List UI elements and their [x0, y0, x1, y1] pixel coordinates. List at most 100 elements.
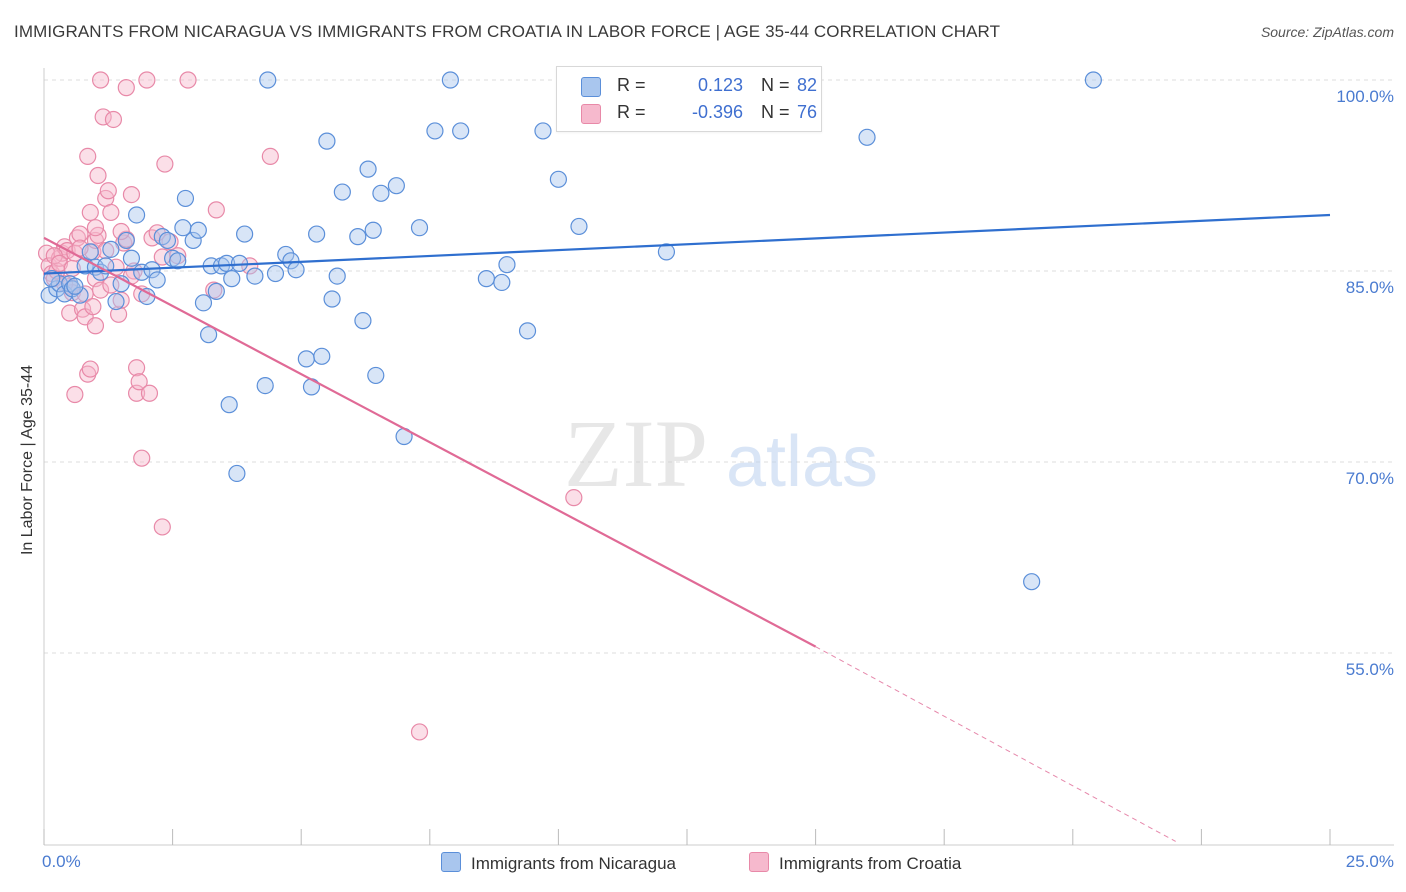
nicaragua-point [372, 184, 390, 202]
croatia-swatch [581, 104, 601, 124]
croatia-point [261, 147, 279, 165]
nicaragua-point [246, 267, 264, 285]
croatia-point [127, 359, 146, 377]
nicaragua-point [410, 219, 429, 237]
croatia-point [50, 254, 69, 272]
nicaragua-point [313, 347, 331, 365]
croatia-point [140, 384, 159, 402]
croatia-point [133, 449, 151, 467]
nicaragua-point [200, 326, 218, 344]
nicaragua-point [441, 71, 459, 89]
nicaragua-point [218, 254, 236, 272]
croatia-trend-extension [815, 646, 1176, 842]
nicaragua-point [302, 378, 321, 396]
nicaragua-point [148, 271, 166, 289]
croatia-point [109, 305, 128, 323]
nicaragua-point [228, 464, 246, 483]
nicaragua-point [493, 273, 511, 292]
nicaragua-point [220, 396, 238, 414]
croatia-point [122, 186, 141, 204]
nicaragua-point [452, 122, 470, 140]
nicaragua-point [169, 252, 187, 270]
croatia-point [130, 373, 148, 391]
croatia-point [84, 298, 102, 316]
nicaragua-point [81, 243, 99, 261]
nicaragua-point [189, 221, 207, 239]
croatia-point [104, 110, 123, 129]
croatia-point [102, 203, 120, 222]
r-value: 0.123 [697, 75, 743, 95]
croatia-point [86, 317, 105, 335]
nicaragua-point [318, 132, 336, 150]
nicaragua-point [328, 267, 346, 285]
nicaragua-point [256, 377, 274, 395]
nicaragua-point [426, 122, 444, 140]
chart-title: IMMIGRANTS FROM NICARAGUA VS IMMIGRANTS … [14, 22, 1001, 41]
croatia-point [156, 155, 174, 173]
nicaragua-point [1084, 71, 1102, 89]
r-label: R = [617, 75, 646, 95]
y-tick-label: 85.0% [1345, 278, 1394, 297]
nicaragua-point [127, 206, 146, 224]
n-value: 76 [797, 102, 818, 122]
watermark-atlas: atlas [726, 422, 878, 502]
nicaragua-point [71, 286, 89, 304]
nicaragua-point [122, 249, 141, 267]
nicaragua-point [117, 231, 135, 250]
gridlines [44, 79, 1394, 654]
legend-item-nicaragua[interactable]: Immigrants from Nicaragua [441, 852, 676, 874]
y-tick-label: 55.0% [1345, 660, 1394, 679]
croatia-point [81, 203, 99, 222]
correlation-stats-box: R = 0.123 N = 82 R = -0.396 N = 76 [556, 66, 822, 132]
nicaragua-point [333, 183, 351, 201]
y-tick-label: 100.0% [1336, 87, 1394, 106]
nicaragua-point [1023, 573, 1041, 591]
legend-label: Immigrants from Nicaragua [471, 854, 677, 873]
nicaragua-point [207, 282, 225, 300]
croatia-point [410, 723, 429, 741]
nicaragua-point [359, 160, 377, 178]
nicaragua-point [323, 290, 341, 308]
axes [43, 68, 1394, 846]
croatia-point [117, 79, 135, 97]
nicaragua-point [158, 231, 177, 250]
legend-item-croatia[interactable]: Immigrants from Croatia [749, 852, 961, 874]
nicaragua-point [387, 177, 405, 195]
nicaragua-point [107, 292, 125, 311]
r-label: R = [617, 102, 646, 122]
nicaragua-point [102, 240, 120, 258]
croatia-point [565, 489, 583, 507]
nicaragua-point [349, 228, 367, 246]
croatia-point [81, 360, 99, 378]
nicaragua-point [498, 256, 516, 274]
nicaragua-point [297, 350, 315, 368]
n-value: 82 [797, 75, 818, 95]
nicaragua-point [534, 122, 552, 140]
nicaragua-point [266, 264, 285, 283]
nicaragua-point [657, 243, 676, 261]
n-label: N = [761, 102, 790, 122]
croatia-point [153, 518, 171, 536]
croatia-point [91, 71, 110, 89]
croatia-point [112, 222, 130, 241]
nicaragua-point [570, 217, 588, 236]
r-value: -0.396 [691, 102, 743, 122]
croatia-point [79, 147, 97, 165]
croatia-point [66, 385, 84, 404]
nicaragua-point [364, 221, 382, 239]
croatia-trend-line [43, 236, 817, 648]
nicaragua-point [477, 270, 495, 288]
nicaragua-point [549, 170, 568, 188]
y-tick-label: 70.0% [1345, 469, 1394, 488]
legend-label: Immigrants from Croatia [779, 854, 962, 873]
nicaragua-point [184, 231, 202, 250]
x-tick-label-min: 0.0% [42, 852, 81, 871]
nicaragua-swatch [581, 77, 601, 97]
n-label: N = [761, 75, 790, 95]
croatia-point [179, 71, 197, 89]
nicaragua-point [66, 277, 84, 295]
croatia-point [207, 201, 225, 219]
nicaragua-point [43, 270, 61, 288]
nicaragua-point [367, 366, 385, 385]
